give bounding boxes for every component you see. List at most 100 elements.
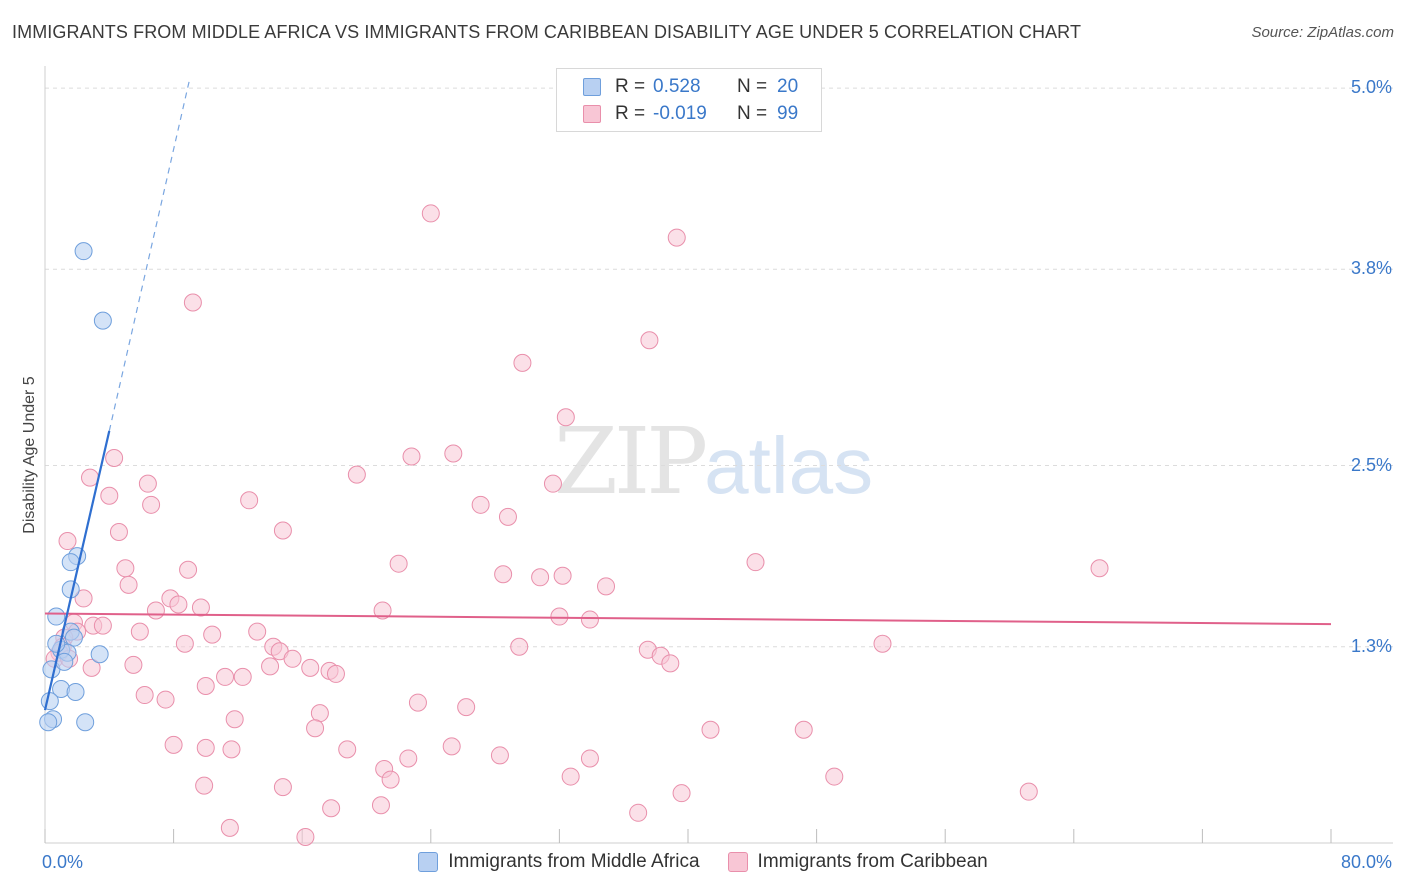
legend-item-caribbean[interactable]: Immigrants from Caribbean bbox=[727, 851, 988, 873]
n-label: N = bbox=[737, 76, 768, 97]
source-label: Source: ZipAtlas.com bbox=[1251, 24, 1394, 41]
middle-africa-trend-extension bbox=[108, 78, 191, 431]
caribbean-point bbox=[261, 657, 280, 676]
caribbean-point bbox=[130, 622, 149, 641]
caribbean-point bbox=[347, 465, 366, 484]
x-tick-label-min: 0.0% bbox=[42, 852, 84, 872]
r-label: R = bbox=[615, 76, 646, 97]
caribbean-point bbox=[119, 575, 138, 594]
caribbean-point bbox=[408, 693, 427, 712]
caribbean-point bbox=[794, 720, 813, 739]
caribbean-point bbox=[746, 553, 765, 572]
caribbean-point bbox=[531, 568, 550, 587]
caribbean-point bbox=[233, 667, 252, 686]
legend-label: Immigrants from Middle Africa bbox=[448, 851, 700, 872]
caribbean-point bbox=[135, 686, 154, 705]
caribbean-point bbox=[116, 559, 135, 578]
caribbean-point bbox=[373, 601, 392, 620]
caribbean-point bbox=[306, 719, 325, 738]
caribbean-point bbox=[471, 495, 490, 514]
middle-africa-point bbox=[76, 713, 95, 732]
caribbean-point bbox=[701, 720, 720, 739]
caribbean-point bbox=[82, 658, 101, 677]
caribbean-point bbox=[553, 566, 572, 585]
stats-legend: R = 0.528 N = 20 R = -0.019 N = 99 bbox=[556, 68, 822, 132]
caribbean-point bbox=[322, 799, 341, 818]
y-tick-label: 2.5% bbox=[1350, 454, 1392, 475]
caribbean-point bbox=[273, 521, 292, 540]
legend-swatch-blue bbox=[418, 852, 439, 872]
caribbean-point bbox=[100, 486, 119, 505]
caribbean-point bbox=[580, 610, 599, 629]
caribbean-point bbox=[191, 598, 210, 617]
x-tick-label-max: 80.0% bbox=[1340, 852, 1392, 872]
stats-swatch-blue bbox=[583, 78, 601, 96]
caribbean-point bbox=[1090, 559, 1109, 578]
caribbean-point bbox=[183, 293, 202, 312]
caribbean-point bbox=[444, 444, 463, 463]
caribbean-point bbox=[510, 637, 529, 656]
caribbean-point bbox=[640, 331, 659, 350]
caribbean-point bbox=[556, 408, 575, 427]
caribbean-point bbox=[326, 664, 345, 683]
caribbean-point bbox=[169, 595, 188, 614]
caribbean-point bbox=[580, 749, 599, 768]
y-tick-label: 1.3% bbox=[1350, 635, 1392, 656]
middle-africa-point bbox=[39, 713, 58, 732]
caribbean-point bbox=[156, 690, 175, 709]
caribbean-point bbox=[248, 622, 267, 641]
series-legend: Immigrants from Middle Africa Immigrants… bbox=[0, 851, 1406, 873]
caribbean-point bbox=[421, 204, 440, 223]
n-value: 99 bbox=[777, 103, 799, 124]
y-tick-label: 5.0% bbox=[1350, 77, 1392, 98]
caribbean-point bbox=[597, 577, 616, 596]
caribbean-point bbox=[225, 710, 244, 729]
caribbean-point bbox=[661, 654, 680, 673]
caribbean-point bbox=[381, 770, 400, 789]
caribbean-point bbox=[93, 616, 112, 635]
stats-swatch-pink bbox=[583, 105, 601, 123]
caribbean-point bbox=[196, 738, 215, 757]
caribbean-point bbox=[629, 803, 648, 822]
caribbean-point bbox=[399, 749, 418, 768]
watermark-atlas: atlas bbox=[704, 421, 874, 510]
caribbean-point bbox=[74, 589, 93, 608]
stats-row-middle-africa: R = 0.528 N = 20 bbox=[583, 75, 798, 99]
caribbean-point bbox=[240, 491, 259, 510]
caribbean-point bbox=[146, 601, 165, 620]
caribbean-point bbox=[222, 740, 241, 759]
middle-africa-trend-line bbox=[43, 430, 111, 711]
caribbean-point bbox=[371, 796, 390, 815]
caribbean-point bbox=[105, 449, 124, 468]
legend-item-middle-africa[interactable]: Immigrants from Middle Africa bbox=[418, 851, 700, 873]
caribbean-point bbox=[442, 737, 461, 756]
y-tick-label: 3.8% bbox=[1350, 258, 1392, 279]
caribbean-point bbox=[513, 353, 532, 372]
caribbean-point bbox=[667, 228, 686, 247]
stats-row-caribbean: R = -0.019 N = 99 bbox=[583, 102, 798, 126]
n-value: 20 bbox=[777, 76, 799, 97]
caribbean-point bbox=[310, 704, 329, 723]
caribbean-point bbox=[494, 565, 513, 584]
caribbean-point bbox=[164, 735, 183, 754]
caribbean-point bbox=[301, 658, 320, 677]
caribbean-point bbox=[550, 607, 569, 626]
caribbean-point bbox=[457, 698, 476, 717]
legend-swatch-pink bbox=[727, 852, 748, 872]
middle-africa-point bbox=[64, 628, 83, 647]
middle-africa-point bbox=[66, 683, 85, 702]
caribbean-point bbox=[561, 767, 580, 786]
caribbean-point bbox=[402, 447, 421, 466]
middle-africa-point bbox=[74, 242, 93, 261]
caribbean-point bbox=[138, 474, 157, 493]
caribbean-point bbox=[195, 776, 214, 795]
caribbean-point bbox=[296, 827, 315, 846]
caribbean-point bbox=[216, 667, 235, 686]
n-label: N = bbox=[737, 103, 768, 124]
caribbean-point bbox=[203, 625, 222, 644]
middle-africa-point bbox=[90, 645, 109, 664]
middle-africa-point bbox=[93, 311, 112, 330]
caribbean-point bbox=[58, 532, 77, 551]
caribbean-point bbox=[179, 560, 198, 579]
